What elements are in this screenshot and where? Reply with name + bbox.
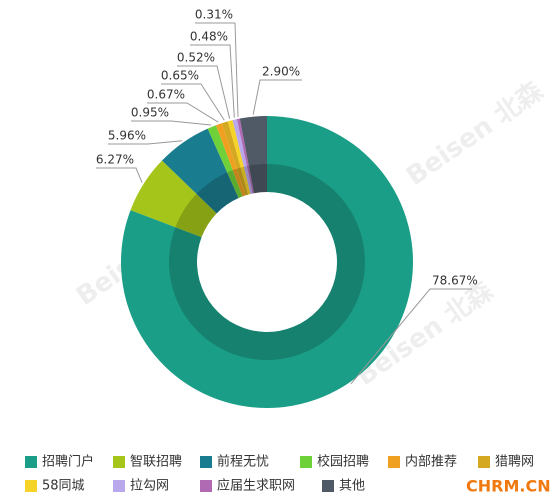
legend-swatch [200, 480, 212, 492]
slice [216, 123, 246, 197]
watermark: Beisen 北森 [401, 76, 549, 192]
slice-inner-band [175, 193, 217, 238]
legend-label: 校园招聘 [317, 454, 369, 470]
slice [130, 160, 217, 238]
leader-line [350, 288, 472, 385]
leader-line [161, 83, 225, 121]
data-label: 5.96% [108, 129, 146, 143]
legend-swatch [113, 480, 125, 492]
legend-swatch [25, 456, 37, 468]
leader-line [147, 102, 219, 123]
leader-line [177, 65, 231, 119]
data-label: 0.31% [195, 8, 233, 22]
legend-swatch [200, 456, 212, 468]
legend-label: 招聘门户 [42, 454, 94, 470]
legend-label: 拉勾网 [130, 479, 169, 494]
data-label: 0.48% [190, 30, 228, 44]
slice-inner-band [227, 170, 243, 199]
slice [120, 116, 414, 408]
legend-swatch [25, 480, 37, 492]
legend-swatch [300, 456, 312, 468]
data-label: 2.90% [262, 65, 300, 79]
legend-swatch [478, 456, 490, 468]
data-label: 0.52% [177, 51, 215, 65]
leader-line [96, 167, 143, 183]
slice-inner-band [246, 165, 254, 194]
leader-line [195, 22, 239, 117]
data-label: 0.95% [131, 106, 169, 120]
slice [207, 125, 243, 199]
slice [227, 120, 251, 195]
slice [239, 116, 267, 194]
slice-inner-band [232, 168, 246, 197]
slice [236, 118, 254, 194]
slice-inner-band [196, 172, 239, 214]
data-label: 0.67% [147, 88, 185, 102]
legend-label: 应届生求职网 [217, 478, 295, 494]
leader-line [190, 44, 235, 118]
legend-label: 58同城 [42, 479, 85, 494]
slice [221, 121, 249, 196]
data-label: 6.27% [96, 153, 134, 167]
data-label: 0.65% [161, 69, 199, 83]
legend-label: 智联招聘 [130, 455, 182, 470]
legend-swatch [322, 480, 334, 492]
slice-inner-band [248, 164, 267, 194]
leader-line [131, 120, 212, 126]
legend-label: 前程无忧 [217, 454, 269, 470]
credit: CHRM.CN [466, 477, 551, 496]
leader-line [108, 140, 183, 145]
legend-swatch [388, 456, 400, 468]
legend-label: 其他 [339, 479, 365, 494]
slice-inner-band [243, 166, 253, 194]
slice-inner-band [236, 167, 249, 196]
slice [232, 119, 253, 194]
slice-inner-band [240, 166, 251, 195]
slice [161, 128, 239, 214]
leader-line [252, 79, 302, 115]
legend-label: 猎聘网 [495, 455, 534, 470]
data-label: 78.67% [432, 274, 478, 288]
legend-swatch [113, 456, 125, 468]
legend-label: 内部推荐 [405, 454, 457, 470]
